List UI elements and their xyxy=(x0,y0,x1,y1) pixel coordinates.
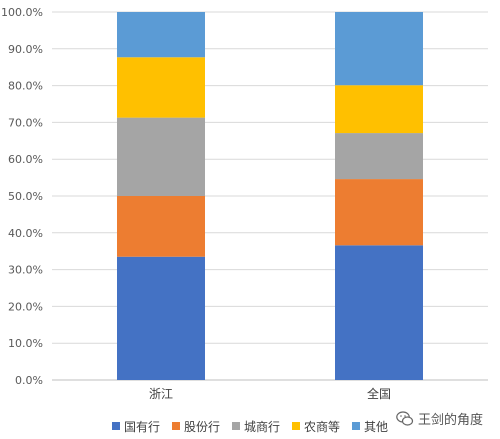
legend-item: 股份行 xyxy=(171,418,220,435)
legend-label: 国有行 xyxy=(123,419,160,434)
bar-segment xyxy=(335,12,423,86)
legend: 国有行 股份行 城商行 农商等 其他 xyxy=(0,417,500,435)
legend-item: 其他 xyxy=(352,418,388,435)
wechat-icon xyxy=(396,410,414,426)
legend-swatch xyxy=(171,422,180,430)
legend-item: 城商行 xyxy=(231,418,280,435)
y-tick-label: 0.0% xyxy=(15,374,43,387)
legend-item: 国有行 xyxy=(111,418,160,435)
legend-swatch xyxy=(111,422,120,430)
watermark-text: 王剑的角度 xyxy=(418,413,484,428)
x-tick-label: 浙江 xyxy=(149,387,173,401)
y-tick-label: 40.0% xyxy=(8,227,43,240)
y-tick-label: 90.0% xyxy=(8,43,43,56)
bar-segment xyxy=(335,179,423,246)
watermark: 王剑的角度 xyxy=(396,409,483,428)
x-tick-label: 全国 xyxy=(367,386,391,401)
y-tick-label: 30.0% xyxy=(8,264,43,277)
legend-item: 农商等 xyxy=(292,418,340,435)
x-axis: 浙江 全国 xyxy=(149,386,391,401)
legend-label: 农商等 xyxy=(304,419,341,434)
y-tick-label: 60.0% xyxy=(8,153,43,166)
legend-swatch xyxy=(352,422,361,430)
y-tick-label: 70.0% xyxy=(8,116,43,129)
legend-label: 城商行 xyxy=(243,419,280,434)
bar-segment xyxy=(117,12,205,58)
legend-swatch xyxy=(231,422,240,430)
y-tick-label: 80.0% xyxy=(8,80,43,93)
legend-swatch xyxy=(292,422,300,430)
bar-segment xyxy=(117,117,205,196)
y-tick-label: 20.0% xyxy=(8,300,43,313)
y-tick-label: 10.0% xyxy=(8,337,43,350)
legend-label: 股份行 xyxy=(183,419,220,434)
bar-segment xyxy=(335,133,423,180)
bar-segment xyxy=(117,57,205,118)
y-tick-label: 50.0% xyxy=(8,190,43,203)
y-tick-label: 100.0% xyxy=(1,6,43,19)
bars xyxy=(117,12,423,380)
bar-segment xyxy=(117,196,205,257)
legend-label: 其他 xyxy=(364,419,389,434)
bar-segment xyxy=(117,256,205,380)
bar-segment xyxy=(335,245,423,380)
y-axis: 0.0% 10.0% 20.0% 30.0% 40.0% 50.0% 60.0% 70.0% 8… xyxy=(1,6,43,387)
bar-segment xyxy=(335,85,423,134)
